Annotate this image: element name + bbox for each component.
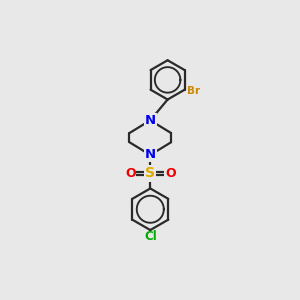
Text: N: N [145, 148, 156, 161]
Text: Br: Br [188, 86, 200, 96]
Text: N: N [145, 114, 156, 127]
Text: O: O [165, 167, 176, 180]
Text: S: S [145, 167, 155, 180]
Text: Cl: Cl [144, 230, 157, 243]
Text: O: O [125, 167, 136, 180]
